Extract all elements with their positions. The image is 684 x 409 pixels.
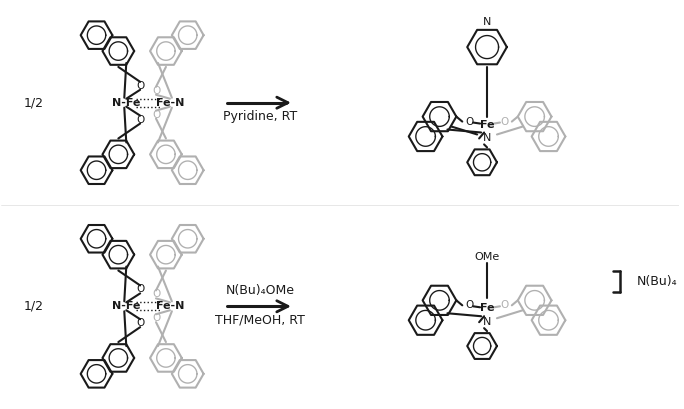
Polygon shape (81, 21, 112, 49)
Text: 1/2: 1/2 (23, 300, 43, 313)
Polygon shape (81, 225, 112, 252)
Polygon shape (150, 344, 182, 372)
Polygon shape (467, 333, 497, 359)
Polygon shape (150, 241, 182, 268)
Text: O: O (136, 115, 144, 125)
Polygon shape (467, 149, 497, 175)
Polygon shape (409, 306, 443, 335)
Text: N: N (483, 317, 491, 327)
Text: O: O (136, 81, 144, 91)
Text: Fe: Fe (479, 303, 495, 313)
Polygon shape (518, 102, 551, 131)
Polygon shape (103, 37, 134, 65)
Text: O: O (136, 284, 144, 294)
Text: O: O (136, 318, 144, 328)
Text: 1/2: 1/2 (23, 96, 43, 109)
Polygon shape (423, 102, 456, 131)
Text: Fe-N: Fe-N (156, 98, 184, 108)
Text: N: N (483, 17, 491, 27)
Text: Fe-N: Fe-N (156, 301, 184, 311)
Polygon shape (172, 360, 204, 388)
Text: O: O (465, 300, 473, 310)
Text: O: O (501, 117, 509, 126)
Text: O: O (501, 300, 509, 310)
Polygon shape (172, 157, 204, 184)
Text: OMe: OMe (475, 252, 500, 262)
Text: N(Bu)₄: N(Bu)₄ (637, 275, 678, 288)
Text: N(Bu)₄OMe: N(Bu)₄OMe (226, 284, 295, 297)
Text: O: O (465, 117, 473, 126)
Polygon shape (531, 306, 566, 335)
Polygon shape (467, 30, 507, 64)
Polygon shape (81, 360, 112, 388)
Polygon shape (81, 157, 112, 184)
Polygon shape (172, 21, 204, 49)
Text: N-Fe: N-Fe (112, 98, 140, 108)
Text: O: O (152, 110, 160, 119)
Text: N-Fe: N-Fe (112, 301, 140, 311)
Text: N: N (483, 133, 491, 144)
Polygon shape (150, 37, 182, 65)
Text: O: O (152, 86, 160, 96)
Text: O: O (152, 290, 160, 299)
Text: Fe: Fe (479, 119, 495, 130)
Polygon shape (409, 122, 443, 151)
Polygon shape (423, 286, 456, 315)
Polygon shape (103, 141, 134, 168)
Polygon shape (103, 241, 134, 268)
Polygon shape (103, 344, 134, 372)
Text: O: O (152, 313, 160, 323)
Polygon shape (531, 122, 566, 151)
Polygon shape (150, 141, 182, 168)
Polygon shape (172, 225, 204, 252)
Text: Pyridine, RT: Pyridine, RT (223, 110, 298, 123)
Text: THF/MeOH, RT: THF/MeOH, RT (215, 314, 305, 327)
Polygon shape (518, 286, 551, 315)
